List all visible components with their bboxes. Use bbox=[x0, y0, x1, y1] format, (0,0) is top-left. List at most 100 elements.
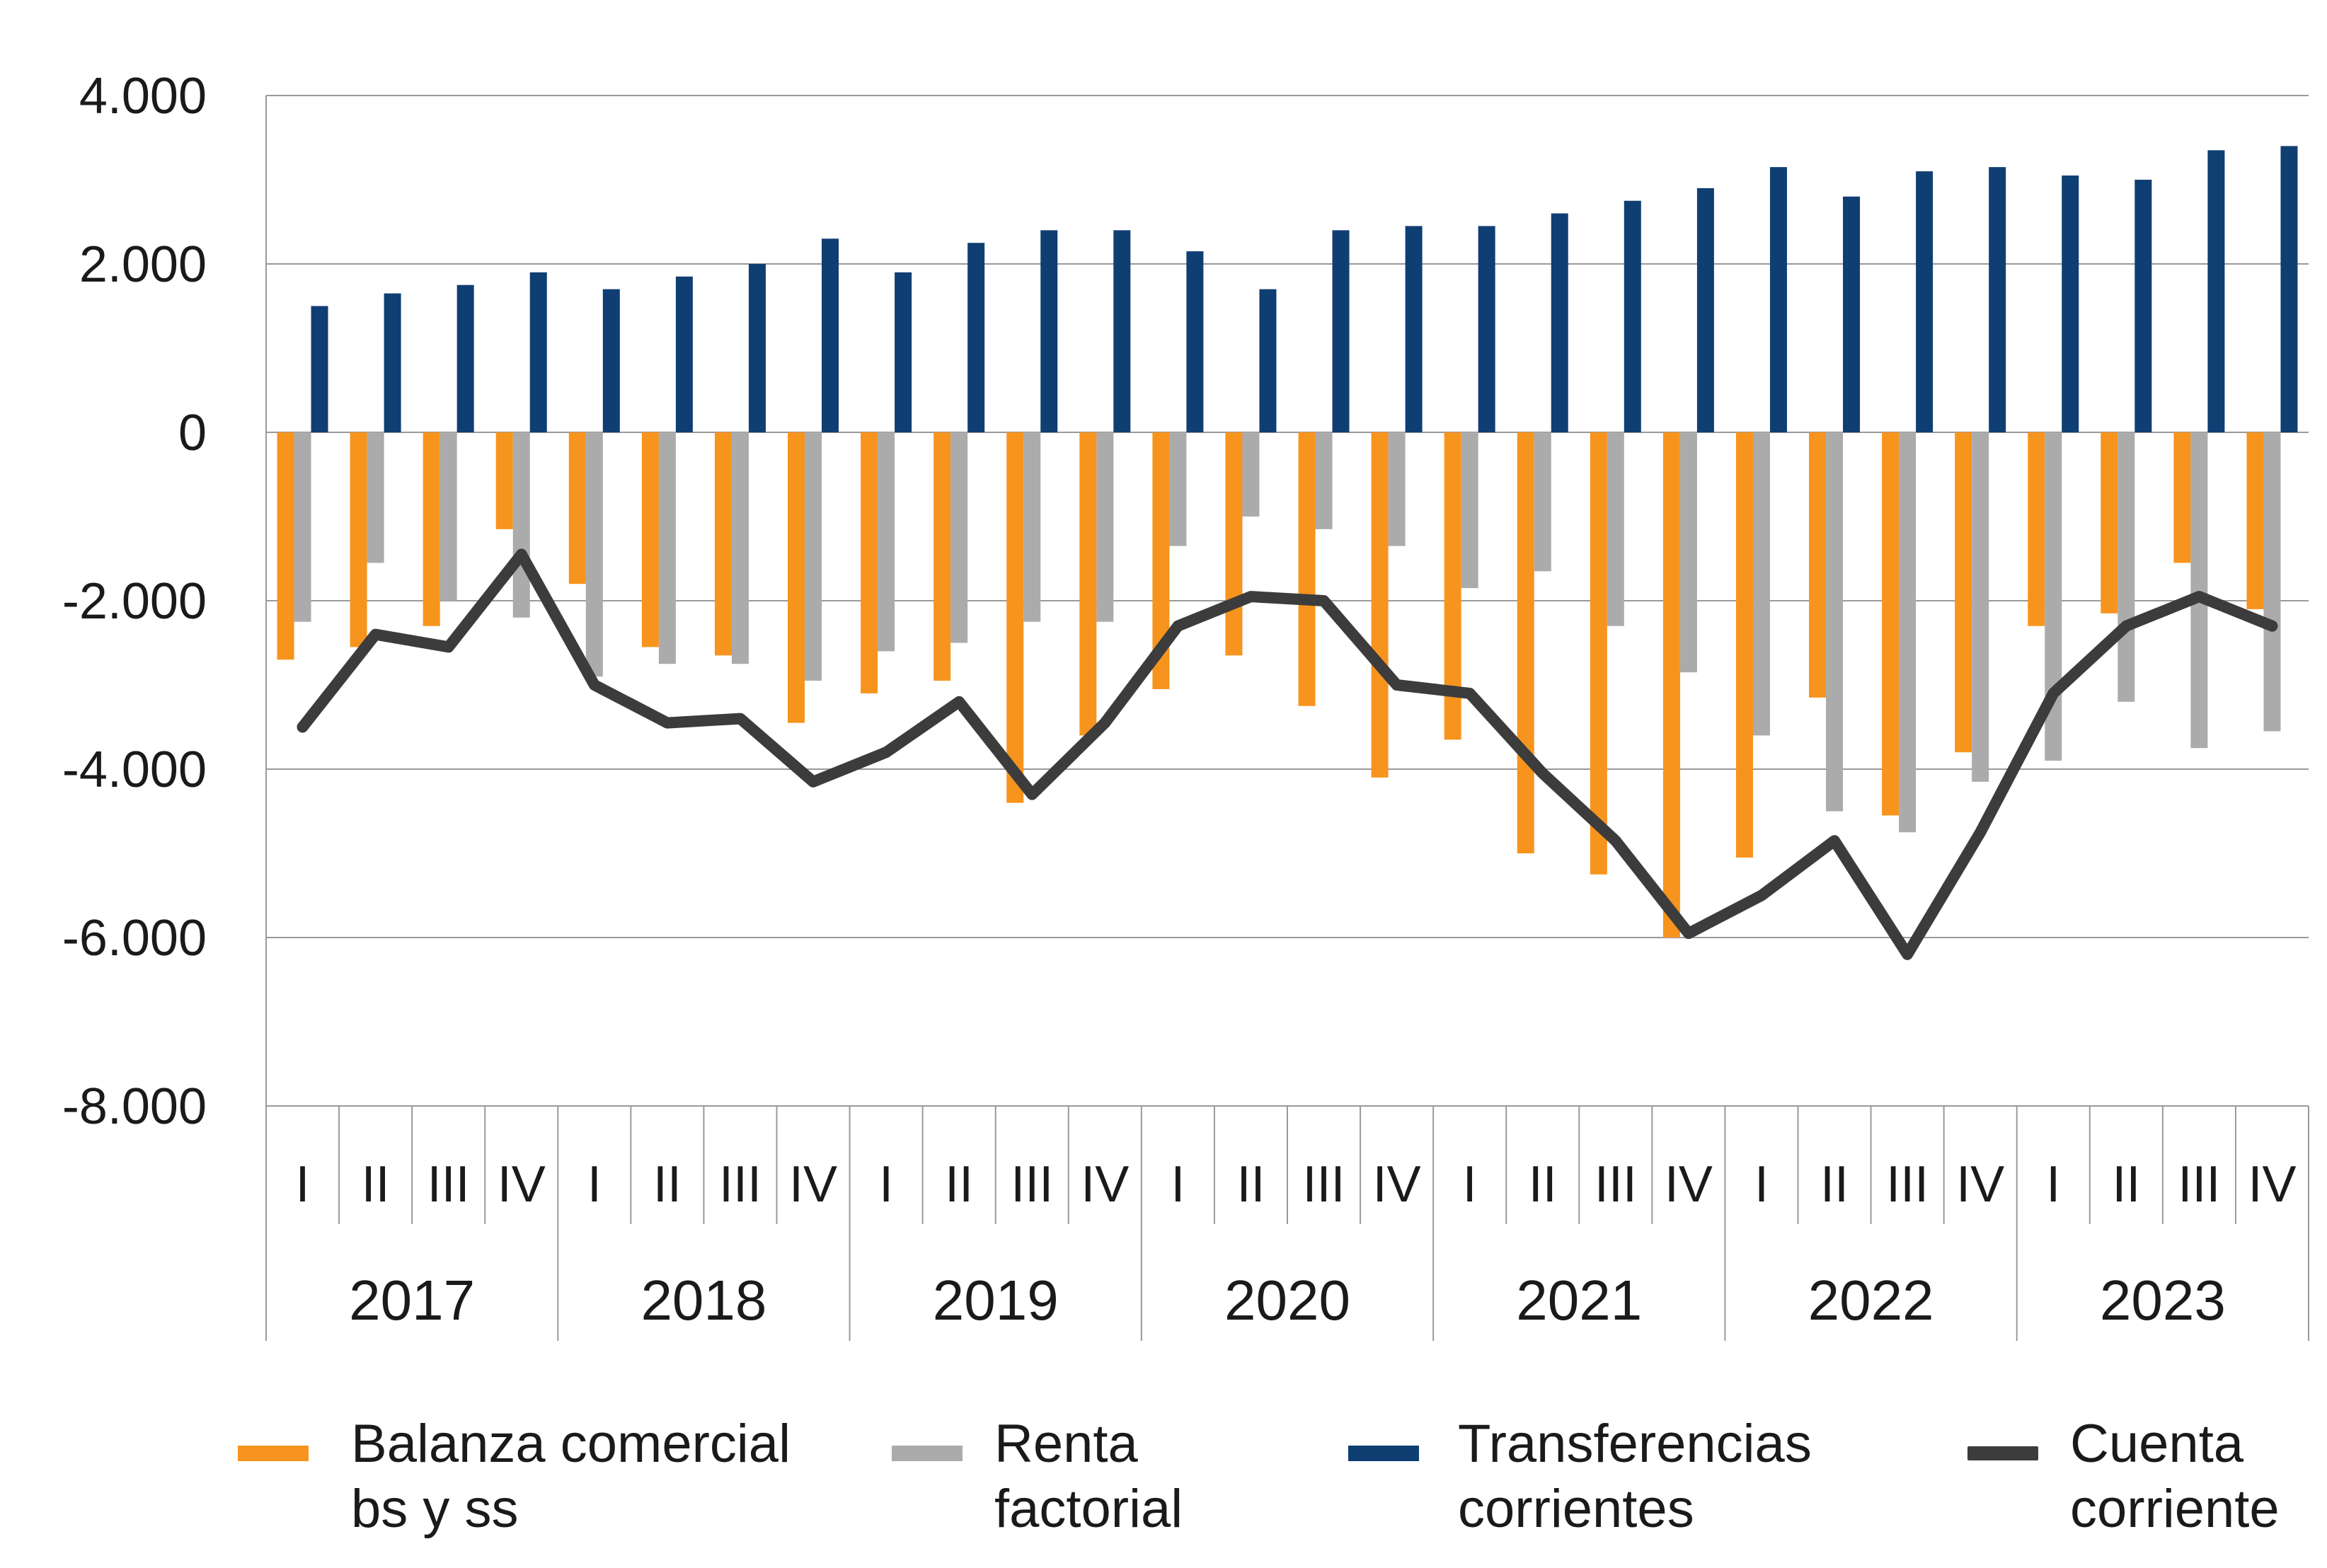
bar-balanza bbox=[1006, 432, 1024, 803]
bar-balanza bbox=[1662, 432, 1680, 938]
bar-renta bbox=[2190, 432, 2208, 749]
x-tick-label-quarter: III bbox=[719, 1156, 762, 1213]
y-tick-label: 2.000 bbox=[79, 236, 207, 293]
bar-renta bbox=[950, 432, 968, 643]
bar-transferencias bbox=[529, 272, 547, 432]
bar-balanza bbox=[1298, 432, 1316, 706]
bar-balanza bbox=[714, 432, 732, 656]
bar-transferencias bbox=[2134, 180, 2152, 432]
y-tick-label: -8.000 bbox=[62, 1078, 207, 1135]
bar-transferencias bbox=[311, 306, 328, 432]
bar-transferencias bbox=[1405, 226, 1423, 432]
legend-label-renta: Renta factorial bbox=[994, 1414, 1183, 1539]
bar-renta bbox=[1534, 432, 1551, 572]
bar-balanza bbox=[1882, 432, 1900, 816]
bar-transferencias bbox=[602, 289, 620, 432]
bar-transferencias bbox=[1040, 230, 1058, 432]
bar-balanza bbox=[350, 432, 367, 647]
bar-transferencias bbox=[1769, 167, 1787, 432]
x-tick-label-quarter: I bbox=[296, 1156, 310, 1213]
bar-renta bbox=[1023, 432, 1041, 622]
bar-balanza bbox=[2246, 432, 2264, 609]
bar-balanza bbox=[423, 432, 440, 626]
x-tick-label-quarter: II bbox=[1529, 1156, 1557, 1213]
bar-renta bbox=[2118, 432, 2135, 702]
x-tick-label-quarter: IV bbox=[1665, 1156, 1713, 1213]
bar-balanza bbox=[933, 432, 951, 681]
x-tick-label-quarter: I bbox=[1754, 1156, 1769, 1213]
bars bbox=[277, 146, 2298, 938]
x-tick-label-quarter: II bbox=[2112, 1156, 2140, 1213]
bar-renta bbox=[367, 432, 384, 563]
legend-swatch-cuenta bbox=[1967, 1446, 2038, 1460]
legend-swatch-balanza bbox=[238, 1446, 309, 1461]
bar-renta bbox=[585, 432, 603, 677]
bar-balanza bbox=[277, 432, 294, 660]
x-tick-label-quarter: II bbox=[362, 1156, 390, 1213]
bar-renta bbox=[1826, 432, 1844, 812]
x-tick-label-quarter: III bbox=[2178, 1156, 2220, 1213]
bar-transferencias bbox=[2280, 146, 2298, 432]
bar-transferencias bbox=[822, 238, 839, 432]
x-tick-label-quarter: II bbox=[1236, 1156, 1265, 1213]
bar-renta bbox=[805, 432, 822, 681]
bar-balanza bbox=[1371, 432, 1389, 778]
y-tick-label: -2.000 bbox=[62, 573, 207, 630]
x-tick-label-quarter: IV bbox=[1373, 1156, 1421, 1213]
bar-transferencias bbox=[1332, 230, 1350, 432]
legend-label-cuenta: Cuenta corriente bbox=[2070, 1414, 2280, 1539]
bar-renta bbox=[1461, 432, 1478, 589]
bar-renta bbox=[1315, 432, 1333, 529]
legend-swatch-renta bbox=[892, 1446, 963, 1461]
bar-balanza bbox=[2173, 432, 2191, 563]
bar-renta bbox=[1169, 432, 1187, 546]
bar-balanza bbox=[788, 432, 805, 723]
bar-transferencias bbox=[967, 243, 985, 432]
bar-balanza bbox=[1517, 432, 1534, 853]
bar-balanza bbox=[2101, 432, 2118, 613]
x-tick-label-year: 2017 bbox=[349, 1269, 475, 1332]
x-tick-label-quarter: III bbox=[1303, 1156, 1345, 1213]
bar-renta bbox=[294, 432, 311, 622]
bar-renta bbox=[878, 432, 895, 652]
x-tick-label-quarter: I bbox=[879, 1156, 893, 1213]
x-tick-label-quarter: III bbox=[1011, 1156, 1053, 1213]
bar-transferencias bbox=[2207, 150, 2225, 432]
y-tick-label: 0 bbox=[178, 405, 207, 461]
x-tick-label-quarter: IV bbox=[789, 1156, 837, 1213]
bar-renta bbox=[1096, 432, 1114, 622]
bar-renta bbox=[439, 432, 457, 601]
bar-balanza bbox=[568, 432, 586, 584]
x-tick-label-year: 2021 bbox=[1516, 1269, 1642, 1332]
bar-transferencias bbox=[456, 284, 474, 432]
x-tick-label-quarter: IV bbox=[1956, 1156, 2004, 1213]
x-tick-label-quarter: I bbox=[1463, 1156, 1477, 1213]
bar-balanza bbox=[1735, 432, 1753, 858]
bar-transferencias bbox=[1113, 230, 1131, 432]
x-tick-label-quarter: IV bbox=[1081, 1156, 1129, 1213]
x-tick-label-quarter: I bbox=[2046, 1156, 2060, 1213]
bar-renta bbox=[1899, 432, 1917, 833]
bar-balanza bbox=[641, 432, 659, 647]
bar-balanza bbox=[1079, 432, 1097, 736]
bar-transferencias bbox=[675, 276, 693, 432]
legend: Balanza comercial bs y ss Renta factoria… bbox=[0, 1412, 2327, 1560]
bar-transferencias bbox=[1259, 289, 1277, 432]
bar-transferencias bbox=[1186, 251, 1204, 432]
bar-transferencias bbox=[1916, 171, 1934, 432]
x-tick-label-year: 2022 bbox=[1808, 1269, 1934, 1332]
x-tick-label-quarter: IV bbox=[498, 1156, 546, 1213]
x-tick-label-quarter: II bbox=[945, 1156, 973, 1213]
x-tick-label-quarter: III bbox=[427, 1156, 470, 1213]
bar-renta bbox=[1388, 432, 1406, 546]
bar-balanza bbox=[1590, 432, 1607, 875]
bar-transferencias bbox=[1989, 167, 2006, 432]
bar-balanza bbox=[2028, 432, 2045, 626]
bar-transferencias bbox=[384, 293, 401, 432]
bar-renta bbox=[1607, 432, 1624, 626]
bar-transferencias bbox=[748, 264, 766, 432]
x-tick-label-quarter: I bbox=[1171, 1156, 1185, 1213]
